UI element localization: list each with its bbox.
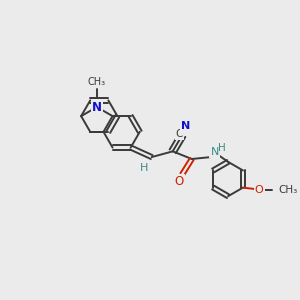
Text: H: H — [140, 163, 148, 172]
Text: N: N — [211, 147, 219, 157]
Text: C: C — [176, 129, 183, 139]
Text: CH₃: CH₃ — [278, 184, 298, 194]
Text: N: N — [92, 100, 102, 113]
Text: O: O — [255, 184, 264, 194]
Text: N: N — [182, 121, 191, 130]
Text: O: O — [175, 176, 184, 188]
Text: H: H — [218, 143, 226, 154]
Text: CH₃: CH₃ — [88, 77, 106, 87]
